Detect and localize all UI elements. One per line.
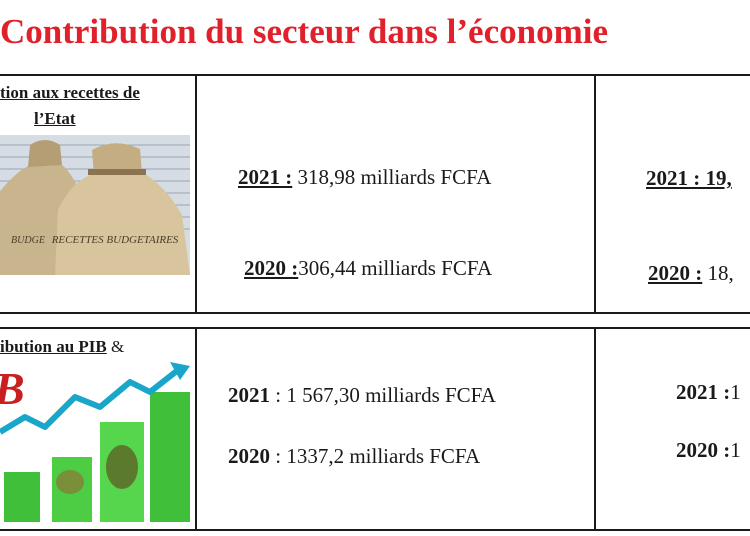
row1-right-2021: 2021 : 19, bbox=[646, 166, 732, 191]
year-label: 2021 : bbox=[238, 165, 293, 189]
budget-bags-image: RECETTES BUDGETAIRES BUDGE bbox=[0, 135, 190, 275]
value-text: 1 bbox=[730, 438, 741, 462]
col-divider-1-row1 bbox=[195, 74, 197, 314]
col-divider-2-row1 bbox=[594, 74, 596, 314]
year-label: 2021 : bbox=[676, 380, 731, 404]
bag-label-right: RECETTES BUDGETAIRES bbox=[51, 234, 179, 246]
value-text: : 1337,2 milliards FCFA bbox=[270, 444, 481, 468]
row2-mid-2020: 2020 : 1337,2 milliards FCFA bbox=[228, 444, 480, 469]
row2-mid-2021: 2021 : 1 567,30 milliards FCFA bbox=[228, 383, 496, 408]
value-text: 306,44 milliards FCFA bbox=[298, 256, 493, 280]
row1-header-line2: l’Etat bbox=[34, 109, 76, 128]
year-label: 2021 bbox=[228, 383, 270, 407]
value-text: 318,98 milliards FCFA bbox=[292, 165, 492, 189]
row2-header-line1: ibution au PIB bbox=[0, 337, 107, 356]
page-title: Contribution du secteur dans l’économie bbox=[0, 12, 608, 51]
value-text: 1 bbox=[730, 380, 741, 404]
table-top-border bbox=[0, 74, 750, 76]
year-label: 2020 : bbox=[244, 256, 299, 280]
row1-header-line1: tion aux recettes de bbox=[0, 83, 140, 102]
row1-header: tion aux recettes de l’Etat bbox=[0, 83, 190, 129]
col-divider-2-row2 bbox=[594, 327, 596, 531]
col-divider-1-row2 bbox=[195, 327, 197, 531]
row2-top-border bbox=[0, 327, 750, 329]
year-label: 2021 : 19, bbox=[646, 166, 732, 190]
table-bottom-border bbox=[0, 529, 750, 531]
year-label: 2020 : bbox=[648, 261, 703, 285]
pib-growth-image: B bbox=[0, 362, 190, 522]
year-label: 2020 bbox=[228, 444, 270, 468]
row2-right-2020: 2020 :1 bbox=[676, 438, 741, 463]
row1-bottom-border bbox=[0, 312, 750, 314]
value-text: : 1 567,30 milliards FCFA bbox=[270, 383, 496, 407]
row1-mid-2020: 2020 :306,44 milliards FCFA bbox=[244, 256, 492, 281]
row2-right-2021: 2021 :1 bbox=[676, 380, 741, 405]
row1-mid-2021: 2021 : 318,98 milliards FCFA bbox=[238, 165, 491, 190]
value-text: 18, bbox=[702, 261, 734, 285]
year-label: 2020 : bbox=[676, 438, 731, 462]
pib-letter: B bbox=[0, 363, 25, 414]
row2-header-suffix: & bbox=[106, 337, 125, 356]
row2-header: ibution au PIB & bbox=[0, 337, 124, 357]
bag-label-left: BUDGE bbox=[11, 235, 45, 246]
row1-right-2020: 2020 : 18, bbox=[648, 261, 734, 286]
